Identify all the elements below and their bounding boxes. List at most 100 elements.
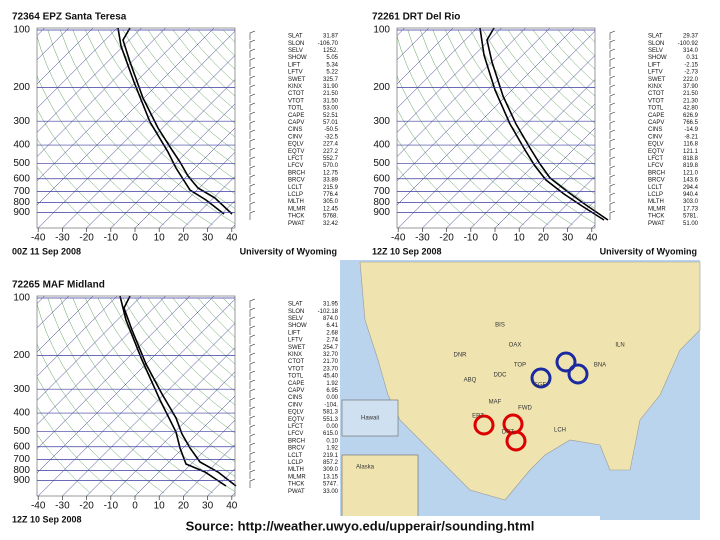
index-name: LIFT: [288, 330, 301, 336]
wind-barb: [249, 48, 256, 58]
dry-adiabat: [47, 29, 214, 226]
wind-barb: [249, 93, 256, 103]
pressure-label: 600: [13, 441, 30, 452]
isotherm: [183, 176, 235, 228]
wind-barb: [249, 57, 256, 67]
map-label: SGF: [534, 383, 547, 389]
isotherm: [543, 176, 595, 228]
wind-barb: [249, 388, 256, 398]
index-value: 626.9: [683, 113, 699, 119]
temperature-label: -20: [439, 233, 454, 244]
isotherm: [37, 28, 215, 206]
dry-adiabat: [37, 75, 165, 226]
wind-barb: [249, 469, 256, 479]
index-name: CINS: [648, 127, 662, 133]
index-value: 57.01: [323, 120, 339, 126]
isotherm: [37, 296, 142, 401]
isotherm: [38, 30, 235, 228]
index-value: -104.: [324, 402, 338, 408]
dry-adiabat: [210, 29, 235, 56]
index-value: 325.7: [323, 77, 339, 83]
wind-barb: [249, 451, 256, 461]
isotherm: [37, 28, 118, 109]
index-value: 5.34: [326, 62, 338, 68]
pressure-label: 400: [373, 140, 390, 151]
index-value: 254.7: [323, 345, 339, 351]
map-label: LCH: [554, 428, 566, 434]
panel-title: 72364 EPZ Santa Teresa: [12, 12, 127, 23]
index-name: LCLT: [288, 453, 303, 459]
dry-adiabat: [495, 29, 595, 138]
isotherm: [256, 28, 456, 228]
map-label: ILN: [615, 343, 624, 349]
index-name: TOTL: [288, 374, 304, 380]
pressure-label: 900: [13, 475, 30, 486]
isotherm: [519, 151, 595, 228]
dry-adiabat: [135, 29, 235, 138]
index-name: SELV: [288, 48, 303, 54]
index-value: 766.5: [683, 120, 699, 126]
index-name: LFCT: [288, 424, 303, 430]
index-value: -100.92: [678, 41, 699, 47]
wind-barb: [609, 102, 616, 112]
index-name: CINS: [288, 395, 302, 401]
index-name: SWET: [288, 77, 306, 83]
dry-adiabat: [37, 406, 116, 494]
index-value: 52.51: [323, 113, 339, 119]
index-name: EQTV: [648, 149, 664, 155]
wind-barb: [249, 66, 256, 76]
index-value: -14.9: [684, 127, 698, 133]
dry-adiabat: [445, 29, 595, 194]
wind-barb: [249, 111, 256, 121]
wind-barb: [249, 192, 256, 202]
index-value: 33.89: [323, 178, 339, 184]
temperature-label: 40: [226, 233, 238, 244]
isotherm: [110, 103, 235, 228]
dewpoint-profile: [117, 27, 225, 215]
dry-adiabat: [397, 166, 451, 226]
index-value: 31.50: [323, 98, 339, 104]
index-value: 305.0: [323, 199, 339, 205]
wind-barb: [249, 334, 256, 344]
wind-barb: [609, 48, 616, 58]
index-value: -32.5: [324, 134, 338, 140]
index-name: SLAT: [288, 34, 303, 40]
plot-frame: [36, 27, 236, 229]
index-value: 31.90: [323, 84, 339, 90]
index-value: 33.00: [323, 489, 339, 495]
map-label: Hawaii: [361, 416, 379, 422]
wind-barb: [249, 343, 256, 353]
pressure-label: 700: [373, 186, 390, 197]
wind-barb: [249, 379, 256, 389]
wind-barb: [249, 415, 256, 425]
index-name: SHOW: [288, 323, 307, 329]
index-name: VTOT: [288, 366, 304, 372]
wind-barb: [249, 147, 256, 157]
index-value: 116.8: [683, 142, 698, 148]
isotherm: [398, 30, 595, 228]
index-name: LFCV: [288, 431, 303, 437]
index-name: CAPE: [648, 113, 664, 119]
dry-adiabat: [147, 29, 235, 124]
index-name: LCLP: [288, 192, 303, 198]
wind-barb: [249, 307, 256, 317]
isotherm: [110, 371, 235, 496]
temperature-label: 30: [202, 501, 214, 512]
temperature-label: -10: [104, 501, 119, 512]
dry-adiabat: [37, 108, 140, 226]
temperature-label: -20: [79, 501, 94, 512]
temperature-label: -10: [464, 233, 479, 244]
temperature-label: 10: [154, 501, 166, 512]
index-name: CINV: [288, 134, 302, 140]
index-value: -8.21: [684, 134, 698, 140]
dry-adiabat: [37, 434, 91, 494]
map-label: MAF: [489, 400, 502, 406]
index-value: -2.73: [684, 70, 698, 76]
pressure-label: 500: [13, 158, 30, 169]
index-name: CAPE: [288, 381, 304, 387]
index-value: -50.5: [324, 127, 338, 133]
isotherm: [446, 79, 595, 228]
pressure-label: 800: [13, 197, 30, 208]
index-value: 0.00: [326, 395, 338, 401]
